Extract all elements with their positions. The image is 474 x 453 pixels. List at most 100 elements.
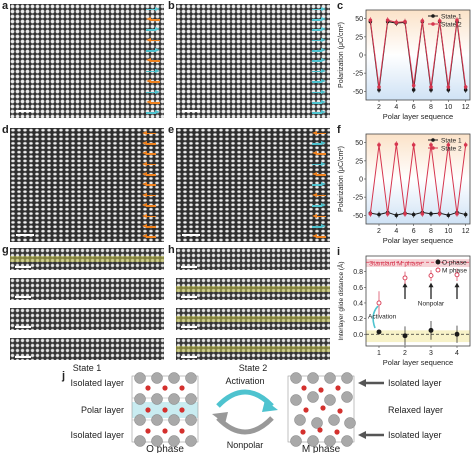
polarization-arrows-d [142, 128, 156, 242]
data-point [463, 85, 468, 89]
hf-atom [168, 414, 180, 426]
data-point [455, 18, 459, 22]
panel-label-g: g [2, 244, 9, 256]
y-tick-label: 25 [355, 34, 363, 41]
legend-marker [431, 14, 435, 18]
data-point [446, 213, 451, 218]
hf-atom [168, 393, 180, 405]
left-label-top: Isolated layer [70, 378, 124, 388]
scale-bar [182, 110, 200, 112]
data-point [368, 212, 373, 216]
data-point [429, 143, 433, 147]
y-tick-label: -50 [353, 213, 363, 220]
panel-label-i: i [337, 246, 341, 258]
o-phase-label: O phase [146, 444, 184, 453]
data-point [437, 212, 442, 216]
y-tick-label: -25 [353, 195, 363, 202]
hf-atom [185, 414, 197, 426]
x-tick-label: 10 [444, 228, 452, 235]
legend-marker [431, 22, 435, 26]
hf-atom [134, 372, 146, 384]
x-tick-label: 6 [412, 228, 416, 235]
x-tick-label: 12 [462, 104, 470, 111]
o-atom [334, 429, 340, 435]
hf-atom [134, 414, 146, 426]
hf-atom [341, 372, 353, 384]
transition-arrowhead [428, 282, 434, 288]
legend-label: State 1 [441, 14, 462, 21]
x-tick-label: 8 [429, 104, 433, 111]
data-point [463, 212, 468, 217]
legend-label: M phase [442, 268, 467, 275]
hf-atom [185, 435, 197, 447]
data-point [411, 83, 416, 88]
data-point [377, 212, 381, 217]
data-point [428, 273, 434, 279]
o-atom [162, 407, 168, 413]
y-tick-label: -50 [353, 89, 363, 96]
x-tick-label: 12 [462, 228, 470, 235]
right-label-top: Isolated layer [388, 378, 442, 388]
hf-atom [134, 393, 146, 405]
data-point [402, 333, 408, 339]
state-1-label: State 1 [72, 363, 102, 373]
y-tick-label: 0.0 [353, 332, 363, 339]
strip-h-4 [176, 338, 330, 360]
x-tick-label: 2 [377, 104, 381, 111]
data-point [385, 18, 390, 22]
data-point [376, 300, 382, 306]
hf-atom [185, 372, 197, 384]
legend-label: State 1 [441, 138, 462, 145]
transition-arrowhead [454, 282, 460, 288]
x-tick-label: 4 [394, 104, 398, 111]
x-tick-label: 2 [403, 350, 407, 357]
hf-atom [168, 372, 180, 384]
state-2-label: State 2 [238, 363, 268, 373]
data-point [394, 142, 399, 146]
nonpolar-label: Nonpolar [227, 440, 264, 450]
data-point [385, 212, 390, 216]
strip-h-3 [176, 308, 330, 330]
hf-atom [151, 414, 163, 426]
data-point [454, 331, 460, 337]
polarization-chart-c: -50 -25 0 25 50 2 4 6 8 10 12 Polar layer sequence P… [338, 9, 471, 121]
y-tick-label: 50 [355, 16, 363, 23]
panel-label-e: e [168, 124, 175, 136]
strip-g-4 [10, 338, 164, 360]
data-point [446, 143, 451, 147]
data-point [429, 85, 433, 89]
x-tick-label: 6 [412, 104, 416, 111]
data-point [403, 212, 407, 216]
hf-atom [151, 372, 163, 384]
right-label-mid: Relaxed layer [388, 405, 443, 415]
y-tick-label: -25 [353, 71, 363, 78]
data-point [411, 88, 416, 92]
hf-atom [324, 394, 336, 406]
hf-atom [307, 391, 319, 403]
strip-h-2 [176, 278, 330, 300]
stem-image-b [176, 4, 330, 118]
data-point [394, 213, 399, 218]
hf-atom [344, 417, 356, 429]
right-label-bottom: Isolated layer [388, 430, 442, 440]
y-axis-label: Polarization (μC/cm²) [338, 22, 345, 88]
data-point [376, 329, 382, 335]
x-tick-label: 1 [377, 350, 381, 357]
left-label-bottom: Isolated layer [70, 430, 124, 440]
o-atom [179, 407, 185, 413]
panel-label-a: a [2, 0, 9, 12]
series-line-2 [369, 144, 467, 214]
o-atom [162, 385, 168, 391]
phase-schematic: Activation Nonpolar Isolated layer Polar… [70, 372, 443, 453]
data-point [420, 19, 425, 23]
o-atom [300, 429, 306, 435]
activation-label: Activation [225, 376, 264, 386]
transition-arrowhead [402, 282, 408, 288]
glide-distance-chart-i: Standard M phase 0.0 0.2 0.4 0.6 0.8 1 2 3 4Polar… [336, 255, 471, 367]
hf-atom [185, 393, 197, 405]
standard-label: Standard M phase [369, 260, 423, 267]
x-axis-label: Polar layer sequence [383, 236, 453, 245]
polarization-chart-f: -50 -25 0 25 50 2 4 6 8 10 12 Polar layer sequence P… [338, 133, 471, 245]
y-tick-label: 25 [355, 158, 363, 165]
data-point [429, 212, 433, 216]
